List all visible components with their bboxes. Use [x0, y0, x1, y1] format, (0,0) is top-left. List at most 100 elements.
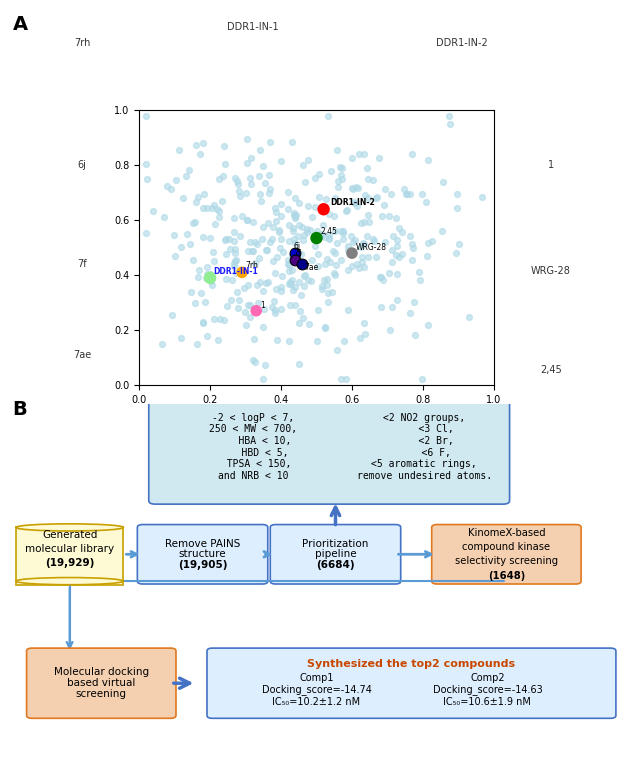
Point — [242, 214, 252, 226]
Text: (6684): (6684) — [316, 560, 355, 570]
Point — [423, 319, 433, 331]
Point — [427, 235, 437, 248]
Point — [200, 296, 210, 308]
Point — [208, 246, 218, 258]
Point — [277, 232, 287, 245]
Point — [323, 287, 333, 299]
Point — [285, 299, 295, 311]
Point — [277, 155, 287, 167]
Point — [271, 283, 281, 295]
Text: Generated: Generated — [42, 530, 97, 540]
Point — [201, 202, 211, 214]
Point — [420, 196, 430, 208]
Point — [329, 210, 339, 223]
Point — [438, 176, 448, 188]
Point — [284, 265, 294, 277]
Point — [278, 245, 288, 258]
Point — [308, 211, 318, 223]
Text: Comp1: Comp1 — [299, 673, 334, 683]
Point — [262, 244, 272, 256]
Point — [202, 261, 212, 273]
Point — [220, 158, 230, 171]
Point — [273, 224, 284, 236]
Point — [265, 184, 275, 196]
Point — [192, 271, 203, 283]
Point — [354, 147, 364, 159]
Point — [346, 152, 356, 164]
Point — [320, 321, 330, 333]
Point — [218, 169, 228, 181]
Point — [269, 295, 279, 307]
Text: 6j: 6j — [294, 242, 301, 251]
Text: DDR1-IN-1: DDR1-IN-1 — [214, 267, 258, 277]
Point — [287, 274, 297, 287]
Point — [255, 143, 265, 155]
Text: KinomeX-based: KinomeX-based — [468, 528, 545, 538]
Point — [374, 152, 384, 165]
Point — [258, 160, 268, 172]
Point — [250, 236, 260, 248]
Text: WRG-28: WRG-28 — [356, 243, 387, 252]
Point — [198, 202, 208, 214]
Point — [222, 300, 232, 312]
Point — [241, 319, 251, 331]
Point — [184, 164, 194, 176]
Point — [261, 277, 271, 289]
Point — [315, 190, 325, 203]
Point — [217, 195, 227, 207]
Point — [156, 338, 166, 350]
Point — [356, 216, 367, 229]
Point — [141, 110, 151, 122]
Point — [358, 239, 368, 251]
Point — [268, 255, 278, 267]
Point — [188, 217, 198, 229]
Point — [359, 216, 369, 228]
Text: 1: 1 — [548, 160, 554, 170]
Point — [283, 203, 293, 216]
Point — [289, 210, 299, 222]
Point — [265, 136, 275, 148]
Point — [298, 312, 308, 324]
Point — [336, 168, 346, 181]
Point — [325, 256, 335, 268]
Point — [331, 259, 341, 271]
Point — [392, 239, 403, 251]
Point — [303, 200, 313, 213]
Point — [372, 191, 382, 203]
Point — [444, 110, 454, 122]
Point — [288, 222, 298, 234]
Point — [290, 191, 300, 203]
Point — [209, 313, 219, 325]
Point — [248, 216, 258, 228]
Text: Comp2: Comp2 — [470, 673, 505, 683]
Point — [199, 188, 210, 200]
Point — [263, 217, 273, 229]
Point — [275, 210, 285, 222]
Point — [235, 230, 245, 242]
Point — [355, 331, 365, 344]
Point — [349, 234, 360, 246]
Point — [320, 193, 330, 205]
Point — [251, 305, 261, 317]
Point — [230, 243, 240, 255]
Point — [214, 210, 224, 223]
Point — [230, 171, 240, 184]
FancyBboxPatch shape — [149, 397, 510, 504]
Point — [258, 221, 268, 233]
Point — [247, 245, 257, 257]
Text: 7f: 7f — [294, 249, 301, 258]
Point — [225, 243, 235, 255]
Point — [259, 303, 269, 315]
Point — [354, 261, 364, 274]
Point — [232, 286, 242, 298]
Point — [362, 229, 372, 242]
Point — [313, 168, 323, 181]
Point — [407, 239, 417, 251]
Point — [195, 148, 205, 160]
Point — [337, 173, 348, 185]
Point — [249, 333, 259, 345]
Point — [255, 275, 265, 287]
Point — [359, 261, 369, 273]
Point — [451, 247, 461, 259]
Point — [287, 136, 297, 148]
